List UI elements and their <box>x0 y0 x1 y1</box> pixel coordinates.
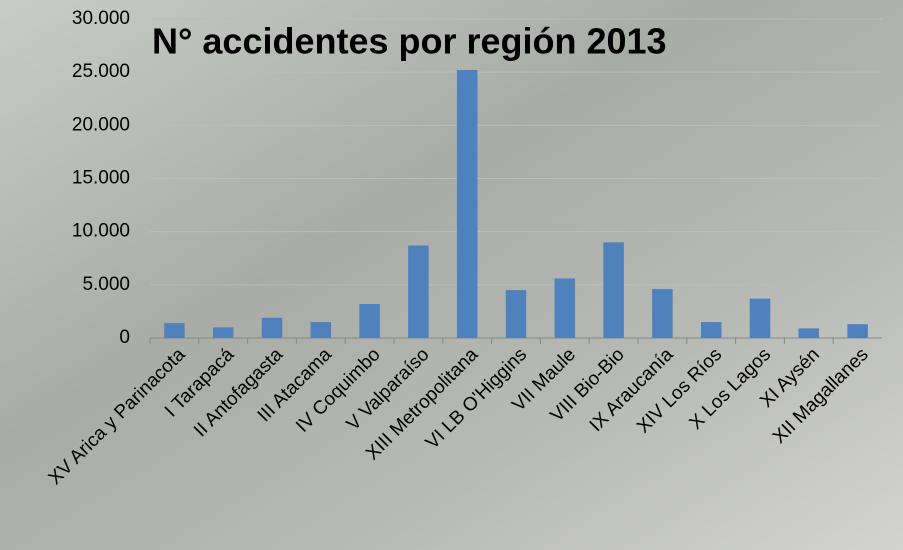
y-tick-label: 0 <box>119 327 130 348</box>
bar <box>310 322 332 338</box>
chart-title: N° accidentes por región 2013 <box>152 21 667 62</box>
bar <box>505 290 527 338</box>
bar <box>408 245 429 338</box>
y-tick-label: 15.000 <box>72 168 130 189</box>
bar <box>164 323 185 338</box>
bar <box>847 324 868 338</box>
y-tick-label: 10.000 <box>72 221 130 242</box>
y-tick-label: 20.000 <box>72 114 130 135</box>
bar <box>749 298 771 338</box>
y-tick-label: 25.000 <box>72 61 130 82</box>
bar <box>456 70 478 338</box>
bar <box>212 327 234 338</box>
y-tick-label: 5.000 <box>82 274 130 295</box>
bar <box>359 303 380 338</box>
bar <box>554 278 576 338</box>
bar <box>603 242 624 338</box>
bar <box>700 322 722 338</box>
bar <box>798 328 820 338</box>
bar <box>652 289 673 338</box>
bar <box>261 317 283 338</box>
y-tick-label: 30.000 <box>72 8 130 29</box>
